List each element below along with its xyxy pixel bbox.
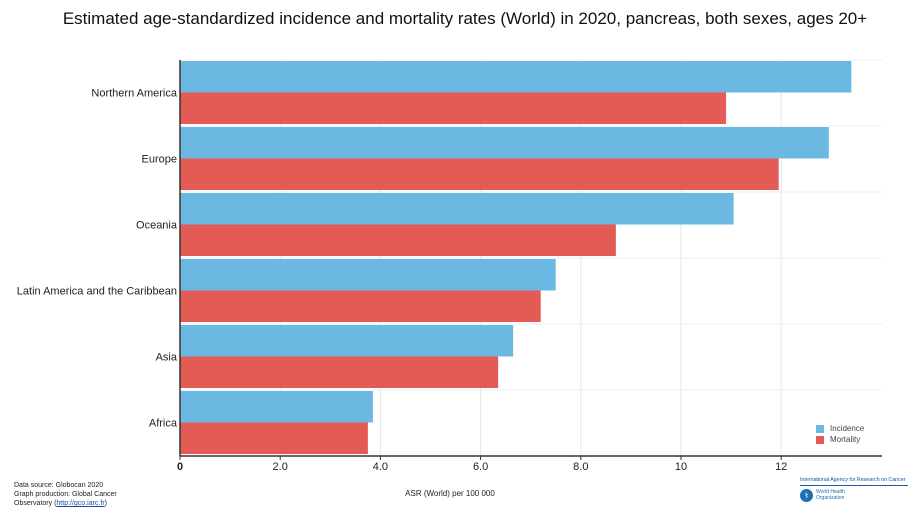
logos: International Agency for Research on Can… [800, 477, 912, 502]
legend-item-mortality: Mortality [816, 434, 864, 445]
category-label-asia: Asia [156, 352, 178, 364]
bar-incidence-latin-america-and-the-caribbean [180, 259, 556, 291]
data-source-line: Data source: Globocan 2020 [14, 482, 104, 489]
x-tick-label-0: 0 [177, 461, 183, 473]
bar-mortality-northern-america [180, 92, 727, 124]
bar-incidence-oceania [180, 193, 734, 225]
x-axis: 0 2.0 4.0 6.0 8.0 10 12 [177, 60, 882, 473]
legend-label-incidence: Incidence [830, 424, 865, 433]
who-emblem-icon: ⚕ [800, 489, 813, 502]
footer-credits: Data source: Globocan 2020 Graph product… [14, 481, 117, 508]
x-tick-label-6-0: 6.0 [473, 461, 488, 473]
bar-incidence-europe [180, 127, 829, 159]
x-tick-label-12: 12 [775, 461, 787, 473]
graph-production-line: Graph production: Global Cancer [14, 491, 117, 498]
bar-mortality-europe [180, 158, 779, 190]
x-tick-label-10: 10 [675, 461, 687, 473]
category-label-africa: Africa [149, 418, 178, 430]
legend-swatch-incidence [816, 424, 824, 433]
x-tick-label-4-0: 4.0 [373, 461, 388, 473]
bar-incidence-asia [180, 325, 514, 357]
bar-incidence-africa [180, 391, 373, 423]
bar-mortality-africa [180, 422, 368, 454]
iarc-logo-text: International Agency for Research on Can… [800, 477, 906, 483]
bar-mortality-asia [180, 356, 499, 388]
legend: Incidence Mortality [816, 423, 864, 445]
bar-mortality-oceania [180, 224, 616, 256]
bar-incidence-northern-america [180, 61, 852, 93]
legend-label-mortality: Mortality [830, 435, 861, 444]
category-labels: Northern America Europe Oceania Latin Ameri… [17, 88, 178, 430]
category-label-oceania: Oceania [136, 220, 178, 232]
category-label-latin-america-and-the-caribbean: Latin America and the Caribbean [17, 286, 177, 298]
iarc-divider [800, 485, 908, 486]
bar-mortality-latin-america-and-the-caribbean [180, 290, 541, 322]
category-label-northern-america: Northern America [91, 88, 177, 100]
observatory-line: Observatory (http://gco.iarc.fr) [14, 499, 117, 508]
observatory-suffix: ) [104, 500, 107, 507]
legend-item-incidence: Incidence [816, 423, 864, 434]
observatory-link[interactable]: http://gco.iarc.fr [56, 500, 105, 507]
x-tick-label-8-0: 8.0 [573, 461, 588, 473]
who-logo: ⚕ World Health Organization [800, 489, 912, 502]
chart-title: Estimated age-standardized incidence and… [62, 9, 868, 28]
x-tick-label-2-0: 2.0 [273, 461, 288, 473]
who-logo-text: World Health Organization [816, 489, 845, 501]
who-line-2: Organization [816, 494, 845, 501]
bars [180, 61, 852, 454]
x-axis-label: ASR (World) per 100 000 [405, 489, 495, 498]
legend-swatch-mortality [816, 435, 824, 444]
category-label-europe: Europe [142, 154, 177, 166]
who-line-1: World Health [816, 489, 845, 495]
observatory-prefix: Observatory ( [14, 500, 57, 507]
